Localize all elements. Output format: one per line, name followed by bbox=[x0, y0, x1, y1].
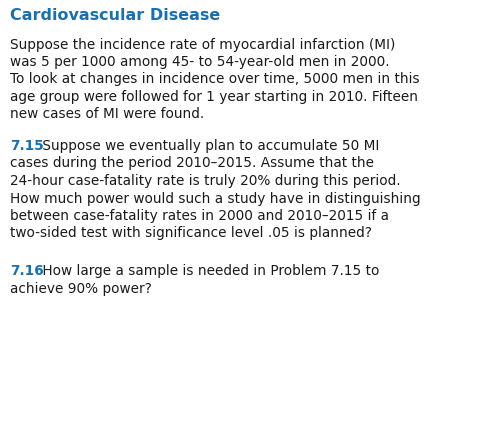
Text: age group were followed for 1 year starting in 2010. Fifteen: age group were followed for 1 year start… bbox=[10, 90, 418, 104]
Text: Suppose we eventually plan to accumulate 50 MI: Suppose we eventually plan to accumulate… bbox=[38, 139, 379, 153]
Text: was 5 per 1000 among 45- to 54-year-old men in 2000.: was 5 per 1000 among 45- to 54-year-old … bbox=[10, 55, 390, 69]
Text: 7.15: 7.15 bbox=[10, 139, 44, 153]
Text: new cases of MI were found.: new cases of MI were found. bbox=[10, 108, 204, 122]
Text: cases during the period 2010–2015. Assume that the: cases during the period 2010–2015. Assum… bbox=[10, 157, 374, 170]
Text: two-sided test with significance level .05 is planned?: two-sided test with significance level .… bbox=[10, 227, 372, 241]
Text: To look at changes in incidence over time, 5000 men in this: To look at changes in incidence over tim… bbox=[10, 73, 420, 87]
Text: between case-fatality rates in 2000 and 2010–2015 if a: between case-fatality rates in 2000 and … bbox=[10, 209, 389, 223]
Text: How much power would such a study have in distinguishing: How much power would such a study have i… bbox=[10, 192, 421, 206]
Text: 7.16: 7.16 bbox=[10, 264, 44, 278]
Text: achieve 90% power?: achieve 90% power? bbox=[10, 281, 152, 295]
Text: How large a sample is needed in Problem 7.15 to: How large a sample is needed in Problem … bbox=[38, 264, 379, 278]
Text: Suppose the incidence rate of myocardial infarction (MI): Suppose the incidence rate of myocardial… bbox=[10, 38, 395, 51]
Text: Cardiovascular Disease: Cardiovascular Disease bbox=[10, 8, 220, 23]
Text: 24-hour case-fatality rate is truly 20% during this period.: 24-hour case-fatality rate is truly 20% … bbox=[10, 174, 401, 188]
